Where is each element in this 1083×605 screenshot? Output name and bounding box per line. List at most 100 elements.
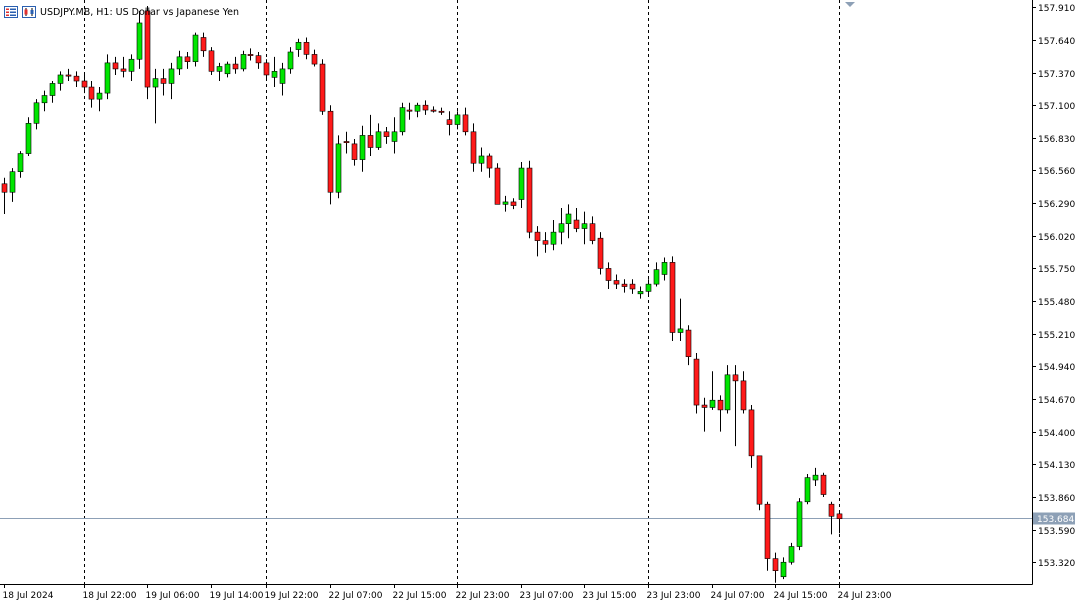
y-tick-label: 154.130 <box>1038 461 1075 471</box>
candle-body-bearish <box>255 55 262 64</box>
period-separators <box>84 0 840 584</box>
x-axis-ticks: 18 Jul 2024 18 Jul 22:00 19 Jul 06:00 19 Ju… <box>3 584 892 601</box>
candle-body-bearish <box>629 283 636 290</box>
candle-body-bullish <box>550 231 557 245</box>
candle-body-bearish <box>756 455 763 505</box>
y-tick-label: 155.210 <box>1038 331 1075 341</box>
candle-body-bullish <box>240 54 247 70</box>
candle-body-bullish <box>57 74 64 84</box>
candle-body-bearish <box>112 62 119 70</box>
x-tick-label: 19 Jul 14:00 <box>210 591 264 601</box>
y-tick-label: 156.560 <box>1038 167 1075 177</box>
candle-body-bearish <box>200 37 207 52</box>
candle-body-bearish <box>820 474 827 495</box>
y-tick-label: 155.480 <box>1038 298 1075 308</box>
candle-body-bearish <box>367 135 374 148</box>
candle-body-bearish <box>446 119 453 125</box>
y-tick-label: 156.830 <box>1038 135 1075 145</box>
candle-body-bullish <box>152 78 159 88</box>
chart-candles-icon[interactable] <box>22 6 36 18</box>
x-tick-label: 24 Jul 07:00 <box>711 591 765 601</box>
candle-body-bearish <box>263 62 270 76</box>
candle-body-bearish <box>208 50 215 72</box>
candle-body-bullish <box>335 143 342 193</box>
axes <box>0 0 1033 585</box>
candle-body-bearish <box>160 78 167 84</box>
x-tick-label: 24 Jul 23:00 <box>838 591 892 601</box>
candle-body-bullish <box>136 22 143 60</box>
candle-body-bullish <box>287 51 294 70</box>
candle-body-bearish <box>573 219 580 229</box>
y-tick-label: 157.640 <box>1038 37 1075 47</box>
candle-body-bearish <box>406 109 413 112</box>
y-tick-label: 155.750 <box>1038 265 1075 275</box>
candle-body-bullish <box>271 71 278 78</box>
y-axis-ticks: 157.910 157.640 157.370 157.100 156.830 156.5… <box>1032 4 1075 569</box>
x-tick-label: 23 Jul 23:00 <box>647 591 701 601</box>
candle-body-bullish <box>804 477 811 503</box>
candle-body-bullish <box>168 68 175 84</box>
candle-body-bullish <box>391 131 398 142</box>
candle-body-bullish <box>780 561 787 578</box>
candle-body-bearish <box>422 104 429 111</box>
candle-body-bearish <box>120 68 127 72</box>
x-tick-label: 22 Jul 15:00 <box>393 591 447 601</box>
candle-body-bearish <box>669 262 676 333</box>
candle-body-bullish <box>224 63 231 75</box>
candle-body-bearish <box>526 167 533 233</box>
candle-body-bearish <box>534 231 541 241</box>
candle-body-bullish <box>359 135 366 160</box>
candle-body-bullish <box>788 546 795 563</box>
candle-body-bearish <box>383 131 390 137</box>
candle-body-bearish <box>717 399 724 411</box>
chart-title: USDJPY.MB, H1: US Dollar vs Japanese Yen <box>40 6 239 18</box>
candle-body-bearish <box>462 114 469 133</box>
candle-body-bullish <box>17 153 24 172</box>
candle-body-bearish <box>486 155 493 169</box>
y-tick-label: 153.590 <box>1038 527 1075 537</box>
candle-body-bullish <box>812 474 819 481</box>
y-tick-label: 157.910 <box>1038 4 1075 14</box>
y-tick-label: 157.100 <box>1038 102 1075 112</box>
candle-body-bullish <box>558 223 565 233</box>
candle-body-bearish <box>351 143 358 160</box>
candle-body-bullish <box>216 66 223 72</box>
x-tick-label: 18 Jul 22:00 <box>83 591 137 601</box>
candle-body-bullish <box>33 102 40 124</box>
current-price-label-bg <box>1033 512 1075 525</box>
x-tick-label: 19 Jul 06:00 <box>146 591 200 601</box>
candle-body-bullish <box>454 114 461 125</box>
y-tick-label: 153.320 <box>1038 559 1075 569</box>
candle-body-bearish <box>430 109 437 112</box>
candle-body-bullish <box>645 283 652 292</box>
candle-body-bearish <box>494 167 501 205</box>
candle-body-bearish <box>732 374 739 382</box>
candle-body-bullish <box>502 201 509 205</box>
y-tick-label: 154.940 <box>1038 363 1075 373</box>
x-tick-label: 19 Jul 22:00 <box>265 591 319 601</box>
candle-body-bearish <box>685 329 692 357</box>
chart-grid-icon[interactable] <box>4 6 18 18</box>
candle-body-bullish <box>375 131 382 148</box>
candle-body-bullish <box>518 167 525 200</box>
candle-body-bullish <box>49 83 56 96</box>
candle-body-bullish <box>796 501 803 547</box>
current-price-label-group: 153.684 <box>1033 512 1075 525</box>
candle-body-bearish <box>764 503 771 559</box>
x-tick-label: 24 Jul 15:00 <box>774 591 828 601</box>
x-tick-label: 18 Jul 2024 <box>3 591 54 601</box>
candle-body-bullish <box>104 62 111 94</box>
candle-body-bearish <box>597 237 604 269</box>
candle-body-bearish <box>311 54 318 65</box>
candle-body-bullish <box>399 107 406 133</box>
current-price-label: 153.684 <box>1037 515 1074 525</box>
candle-body-bullish <box>661 262 668 275</box>
candle-body-bearish <box>613 280 620 285</box>
candle-body-bearish <box>836 513 843 520</box>
candle-body-bullish <box>9 171 16 193</box>
candle-body-bearish <box>438 110 445 113</box>
scroll-shift-marker-icon[interactable] <box>845 2 855 7</box>
